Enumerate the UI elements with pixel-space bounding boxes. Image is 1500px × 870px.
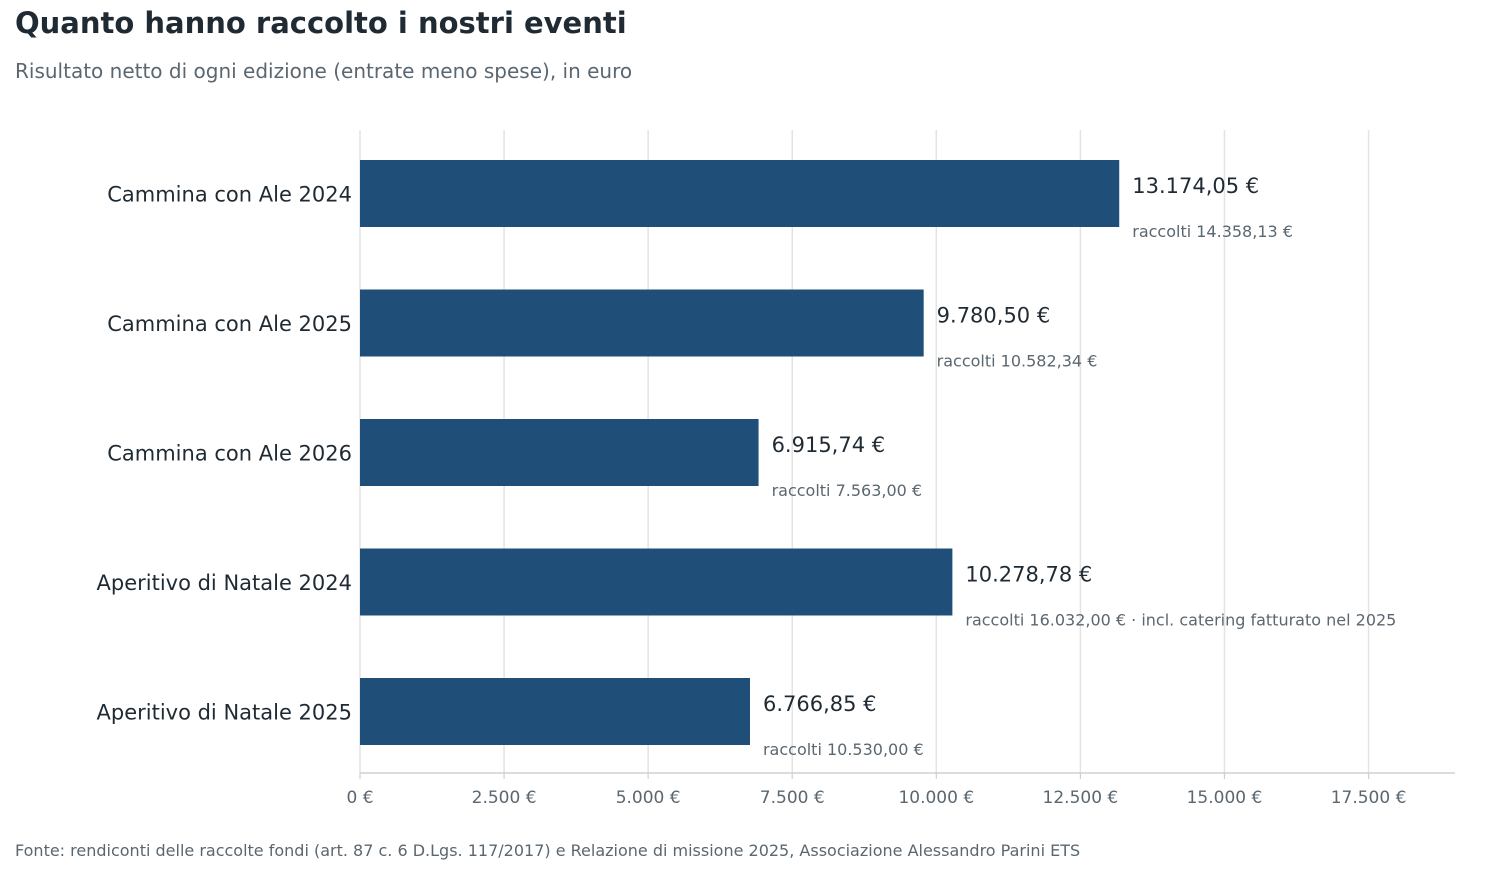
category-label: Cammina con Ale 2024 [107, 183, 352, 207]
x-tick-label: 12.500 € [1043, 788, 1119, 808]
source-note: Fonte: rendiconti delle raccolte fondi (… [15, 841, 1081, 860]
value-label: 6.766,85 € [763, 692, 877, 716]
x-tick-label: 2.500 € [472, 788, 537, 808]
category-label: Aperitivo di Natale 2024 [97, 571, 353, 595]
bar [360, 160, 1120, 227]
x-tick-label: 0 € [346, 788, 373, 808]
raised-note-label: raccolti 10.530,00 € [763, 740, 924, 759]
raised-note-label: raccolti 14.358,13 € [1132, 222, 1293, 241]
category-label: Cammina con Ale 2025 [107, 312, 352, 336]
bar [360, 548, 953, 616]
bar [360, 419, 759, 486]
raised-note-label: raccolti 10.582,34 € [937, 352, 1098, 371]
raised-note-label: raccolti 7.563,00 € [772, 481, 923, 500]
x-tick-label: 10.000 € [898, 788, 974, 808]
bars [360, 160, 1120, 745]
value-label: 6.915,74 € [772, 433, 886, 457]
category-label: Cammina con Ale 2026 [107, 442, 352, 466]
chart-title: Quanto hanno raccolto i nostri eventi [15, 6, 627, 40]
chart-subtitle: Risultato netto di ogni edizione (entrat… [15, 59, 633, 83]
x-tick-label: 15.000 € [1187, 788, 1263, 808]
bar [360, 289, 924, 357]
bar [360, 678, 750, 745]
value-label: 13.174,05 € [1132, 174, 1259, 198]
raised-note-label: raccolti 16.032,00 € · incl. catering fa… [965, 611, 1396, 630]
x-tick-label: 17.500 € [1331, 788, 1407, 808]
value-label: 10.278,78 € [965, 563, 1092, 587]
category-label: Aperitivo di Natale 2025 [97, 701, 353, 725]
x-axis: 0 € 2.500 € 5.000 € 7.500 € 10.000 € 12.500 €… [346, 772, 1455, 808]
x-tick-label: 5.000 € [616, 788, 681, 808]
value-label: 9.780,50 € [937, 304, 1051, 328]
x-tick-label: 7.500 € [760, 788, 825, 808]
labels: Cammina con Ale 2024 13.174,05 € raccolti … [97, 174, 1397, 759]
